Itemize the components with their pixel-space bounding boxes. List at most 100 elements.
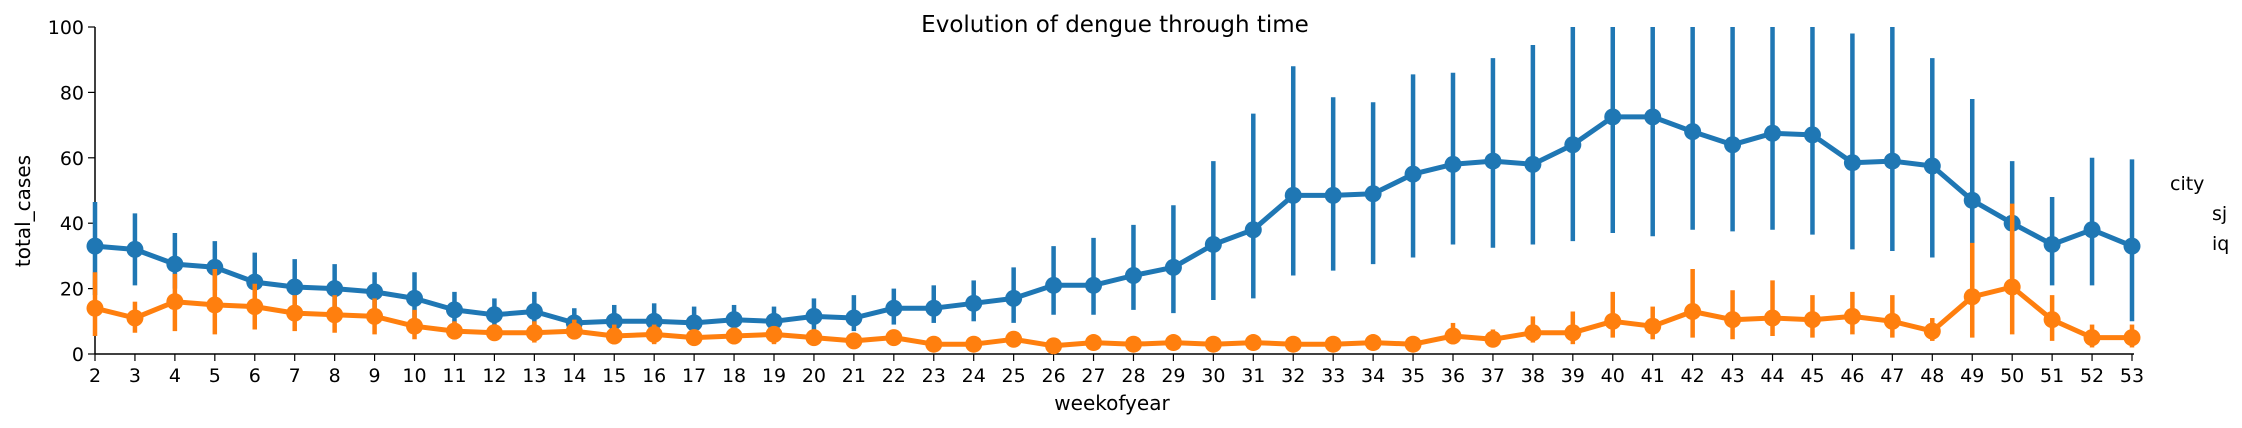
data-point-iq bbox=[1604, 312, 1622, 330]
x-tick-label: 52 bbox=[2080, 365, 2104, 387]
data-point-iq bbox=[1005, 330, 1023, 348]
data-point-sj bbox=[685, 314, 703, 332]
x-tick-label: 38 bbox=[1521, 365, 1545, 387]
data-point-sj bbox=[1364, 185, 1382, 203]
x-tick-label: 11 bbox=[442, 365, 466, 387]
y-tick-label: 100 bbox=[48, 17, 84, 39]
data-point-iq bbox=[206, 296, 224, 314]
x-tick-label: 12 bbox=[482, 365, 506, 387]
x-tick-label: 48 bbox=[1920, 365, 1944, 387]
x-tick-label: 28 bbox=[1121, 365, 1145, 387]
x-tick-label: 40 bbox=[1601, 365, 1625, 387]
data-point-iq bbox=[2083, 329, 2101, 347]
data-point-iq bbox=[725, 327, 743, 345]
data-point-sj bbox=[406, 289, 424, 307]
data-point-sj bbox=[126, 240, 144, 258]
data-point-iq bbox=[1164, 334, 1182, 352]
data-point-iq bbox=[1764, 309, 1782, 327]
x-tick-label: 27 bbox=[1081, 365, 1105, 387]
data-point-iq bbox=[1324, 335, 1342, 353]
data-point-sj bbox=[286, 278, 304, 296]
data-point-iq bbox=[765, 325, 783, 343]
data-point-sj bbox=[246, 273, 264, 291]
data-point-sj bbox=[2043, 235, 2061, 253]
x-tick-label: 35 bbox=[1401, 365, 1425, 387]
x-tick-label: 7 bbox=[289, 365, 301, 387]
x-tick-label: 4 bbox=[169, 365, 181, 387]
data-point-iq bbox=[406, 317, 424, 335]
data-point-sj bbox=[1085, 276, 1103, 294]
data-point-sj bbox=[1564, 136, 1582, 154]
x-tick-label: 9 bbox=[369, 365, 381, 387]
x-tick-label: 51 bbox=[2040, 365, 2064, 387]
x-tick-label: 19 bbox=[762, 365, 786, 387]
y-tick-label: 0 bbox=[72, 344, 84, 366]
data-point-sj bbox=[725, 311, 743, 329]
y-tick-label: 40 bbox=[60, 213, 84, 235]
data-point-sj bbox=[1484, 152, 1502, 170]
data-point-iq bbox=[1883, 312, 1901, 330]
x-tick-label: 31 bbox=[1241, 365, 1265, 387]
data-point-iq bbox=[1364, 334, 1382, 352]
x-tick-label: 33 bbox=[1321, 365, 1345, 387]
data-point-iq bbox=[1085, 334, 1103, 352]
data-point-sj bbox=[525, 302, 543, 320]
data-point-sj bbox=[1284, 186, 1302, 204]
data-point-sj bbox=[445, 301, 463, 319]
x-tick-label: 42 bbox=[1681, 365, 1705, 387]
data-point-iq bbox=[445, 322, 463, 340]
data-point-iq bbox=[925, 335, 943, 353]
data-point-sj bbox=[1324, 186, 1342, 204]
data-point-sj bbox=[2123, 237, 2141, 255]
x-tick-label: 34 bbox=[1361, 365, 1385, 387]
data-point-iq bbox=[2123, 329, 2141, 347]
x-tick-label: 10 bbox=[402, 365, 426, 387]
data-point-iq bbox=[366, 307, 384, 325]
data-point-sj bbox=[1963, 191, 1981, 209]
data-point-sj bbox=[605, 312, 623, 330]
data-point-iq bbox=[1284, 335, 1302, 353]
x-tick-label: 17 bbox=[682, 365, 706, 387]
x-tick-label: 6 bbox=[249, 365, 261, 387]
x-tick-label: 43 bbox=[1720, 365, 1744, 387]
data-point-iq bbox=[845, 332, 863, 350]
series-line-sj bbox=[94, 114, 2133, 326]
data-point-iq bbox=[565, 322, 583, 340]
data-point-iq bbox=[1045, 337, 1063, 355]
x-tick-label: 21 bbox=[842, 365, 866, 387]
data-point-iq bbox=[605, 327, 623, 345]
series-sj bbox=[86, 27, 2141, 337]
data-point-sj bbox=[1444, 155, 1462, 173]
data-point-iq bbox=[645, 325, 663, 343]
data-point-sj bbox=[1124, 267, 1142, 285]
x-tick-label: 15 bbox=[602, 365, 626, 387]
data-point-iq bbox=[126, 309, 144, 327]
y-tick-label: 60 bbox=[60, 148, 84, 170]
x-tick-label: 46 bbox=[1840, 365, 1864, 387]
legend-title: city bbox=[2170, 173, 2204, 195]
data-point-iq bbox=[2043, 311, 2061, 329]
data-point-iq bbox=[286, 304, 304, 322]
data-point-iq bbox=[2003, 278, 2021, 296]
data-point-sj bbox=[1204, 235, 1222, 253]
data-point-sj bbox=[1923, 157, 1941, 175]
data-point-iq bbox=[1484, 330, 1502, 348]
x-tick-label: 8 bbox=[329, 365, 341, 387]
x-tick-label: 45 bbox=[1800, 365, 1824, 387]
series-line-iq bbox=[94, 284, 2132, 349]
data-point-sj bbox=[206, 258, 224, 276]
x-tick-label: 53 bbox=[2120, 365, 2144, 387]
x-tick-label: 50 bbox=[2000, 365, 2024, 387]
x-tick-label: 37 bbox=[1481, 365, 1505, 387]
data-point-iq bbox=[1923, 322, 1941, 340]
data-point-sj bbox=[645, 312, 663, 330]
data-point-sj bbox=[765, 312, 783, 330]
x-tick-label: 5 bbox=[209, 365, 221, 387]
data-point-iq bbox=[1684, 302, 1702, 320]
legend-entry-iq: iq bbox=[2212, 233, 2229, 255]
data-point-iq bbox=[1564, 324, 1582, 342]
x-tick-label: 23 bbox=[922, 365, 946, 387]
data-point-sj bbox=[1045, 276, 1063, 294]
data-point-iq bbox=[86, 299, 104, 317]
